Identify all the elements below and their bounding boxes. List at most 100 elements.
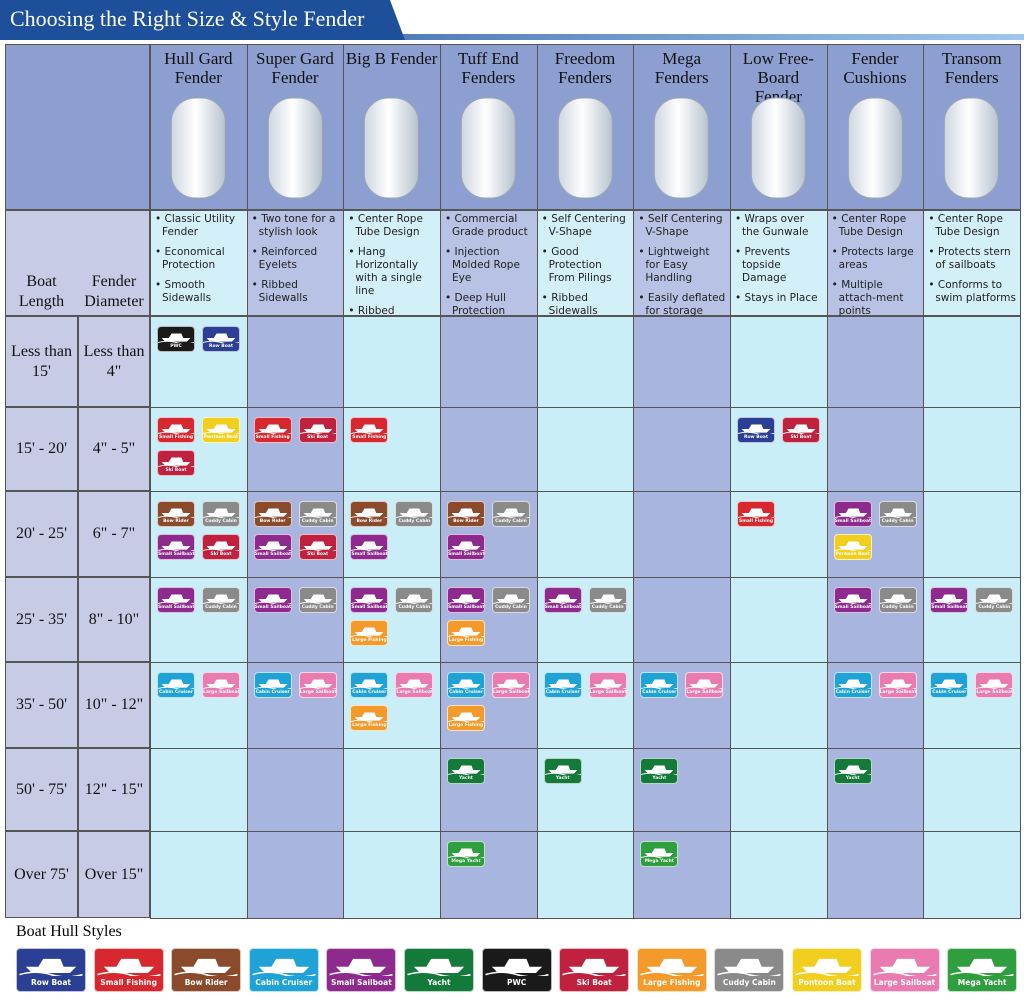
boat-icon xyxy=(950,958,1014,977)
boat-icon xyxy=(448,848,484,859)
badge-label: Cabin Cruiser xyxy=(255,978,313,987)
boat-icon xyxy=(252,958,316,977)
badge-label: Small Fishing xyxy=(100,978,157,987)
size-cell xyxy=(633,577,731,663)
diameter-cell: 12" - 15" xyxy=(78,748,150,831)
fender-shape xyxy=(364,97,420,199)
boat-icon xyxy=(448,541,484,552)
feature-item: • Prevents topside Damage xyxy=(735,246,791,284)
boat-icon xyxy=(686,679,723,690)
boat-icon xyxy=(834,541,871,552)
boat-icon xyxy=(738,508,774,519)
feature-item: • Self Centering V-Shape xyxy=(638,213,723,238)
feature-text: Self Centering V-Shape xyxy=(548,213,626,238)
feature-item: • Two tone for a stylish look xyxy=(251,213,336,238)
size-cell: Bow Rider Cuddy Cabin Small Sailboat Ski Bo… xyxy=(150,491,248,578)
boat-icon xyxy=(834,765,871,776)
diameter-cell: 6" - 7" xyxy=(78,491,150,577)
boat-icon xyxy=(544,765,581,776)
size-cell: Yacht xyxy=(440,748,538,832)
badge-label: Large Sailboat xyxy=(873,978,936,987)
feature-text: Reinforced Eyelets xyxy=(258,246,318,271)
boat-badge: Cuddy Cabin xyxy=(492,587,530,613)
feature-list: • Commercial Grade product • Injection Mo… xyxy=(440,210,537,325)
badge-label: Yacht xyxy=(459,776,473,781)
boat-icon xyxy=(448,679,484,690)
feature-item: • Multiple attach-ment points xyxy=(831,279,904,317)
badge-label: Small Fishing xyxy=(255,435,290,440)
badge-label: Small Sailboat xyxy=(931,605,968,610)
boat-icon xyxy=(19,958,83,977)
boat-icon xyxy=(203,508,239,519)
badge-label: Row Boat xyxy=(744,435,768,440)
size-cell xyxy=(536,316,635,408)
size-cell: Cabin Cruiser Large Sailboat xyxy=(536,662,635,749)
size-cell xyxy=(343,748,441,832)
boat-icon xyxy=(834,594,871,605)
length-cell: 50' - 75' xyxy=(5,748,78,831)
boat-badge: Bow Rider xyxy=(447,501,485,527)
legend-title: Boat Hull Styles xyxy=(16,923,122,940)
badge-label: Large Sailboat xyxy=(396,690,434,695)
badge-label: Small Sailboat xyxy=(330,978,392,987)
boat-icon xyxy=(203,424,239,435)
feature-list: • Center Rope Tube Design • Protects ster… xyxy=(923,210,1020,312)
boat-badge: Cabin Cruiser xyxy=(833,672,872,698)
boat-icon xyxy=(544,594,581,605)
boat-icon xyxy=(299,424,336,435)
feature-item: • Hang Horizontally with a single line xyxy=(348,246,422,297)
size-cell: Cabin Cruiser Large Sailboat xyxy=(826,662,925,749)
badge-label: Cabin Cruiser xyxy=(642,690,677,695)
fender-image xyxy=(730,90,827,208)
boat-icon xyxy=(493,594,529,605)
boat-badge: Large Fishing xyxy=(636,948,707,992)
boat-badge: Small Sailboat xyxy=(350,587,389,613)
badge-label: Cabin Cruiser xyxy=(158,690,194,695)
badge-label: Small Sailboat xyxy=(834,605,872,610)
boat-icon xyxy=(351,627,388,638)
boat-icon xyxy=(448,712,484,723)
boat-icon xyxy=(351,541,388,552)
boat-icon xyxy=(396,679,433,690)
boat-badge: Small Sailboat xyxy=(930,587,969,613)
size-cell xyxy=(440,407,538,492)
feature-text: Smooth Sidewalls xyxy=(162,279,212,304)
badge-label: Row Boat xyxy=(209,344,233,349)
feature-item: • Conforms to swim platforms xyxy=(928,279,1016,304)
boat-icon xyxy=(544,679,581,690)
size-cell xyxy=(923,748,1021,832)
boat-badge: Bow Rider xyxy=(157,501,195,527)
size-cell: Small Fishing Ski Boat xyxy=(246,407,345,492)
badge-label: Small Sailboat xyxy=(448,552,485,557)
feature-item: • Lightweight for Easy Handling xyxy=(638,246,710,284)
boat-badge: Cuddy Cabin xyxy=(298,587,337,613)
boat-icon xyxy=(931,679,968,690)
badge-label: Large Fishing xyxy=(643,978,701,987)
fender-name: Super Gard Fender xyxy=(256,49,334,87)
size-cell: Mega Yacht xyxy=(633,831,731,919)
fender-shape xyxy=(460,97,516,199)
boat-icon xyxy=(448,508,484,519)
boat-icon xyxy=(158,333,194,344)
feature-item: • Protects large areas xyxy=(831,246,914,271)
boat-badge: Cuddy Cabin xyxy=(492,501,530,527)
diameter-cell: 10" - 12" xyxy=(78,662,150,748)
feature-text: Self Centering V-Shape xyxy=(645,213,723,238)
badge-label: Yacht xyxy=(555,776,570,781)
feature-item: • Easily deflated for storage xyxy=(638,292,726,317)
fender-image xyxy=(537,90,634,208)
boat-icon xyxy=(158,679,194,690)
boat-badge: Small Sailboat xyxy=(447,587,485,613)
size-cell: Small Sailboat Cuddy Cabin xyxy=(536,577,635,663)
boat-icon xyxy=(351,594,388,605)
feature-text: Injection Molded Rope Eye xyxy=(452,246,520,284)
boat-icon xyxy=(254,541,291,552)
badge-label: Cuddy Cabin xyxy=(722,978,776,987)
feature-item: • Ribbed Sidewalls xyxy=(251,279,308,304)
boat-icon xyxy=(834,679,871,690)
boat-badge: Small Fishing xyxy=(253,417,292,443)
size-cell: Small Sailboat Cuddy Cabin xyxy=(150,577,248,663)
badge-label: Pontoon Boat xyxy=(203,435,239,440)
fender-image xyxy=(827,90,924,208)
